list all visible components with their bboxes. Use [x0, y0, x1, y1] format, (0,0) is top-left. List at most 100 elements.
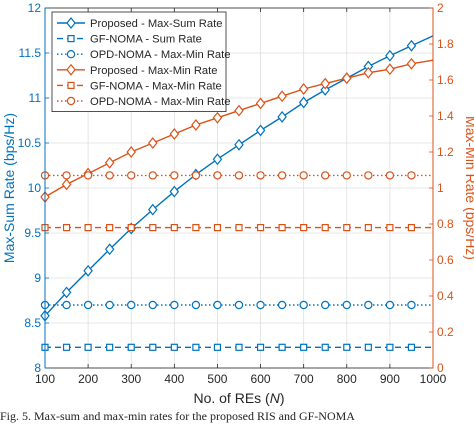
- data-point: [299, 171, 308, 180]
- data-point: [235, 343, 243, 351]
- left-y-axis-label: Max-Sum Rate (bps/Hz): [1, 113, 17, 263]
- data-point: [321, 171, 330, 180]
- data-point: [61, 286, 72, 299]
- x-tick-label: 400: [164, 372, 184, 386]
- data-point: [213, 300, 222, 310]
- data-point: [256, 171, 265, 180]
- data-point: [213, 171, 222, 180]
- data-point: [407, 171, 416, 180]
- data-point: [277, 110, 287, 123]
- data-point: [234, 300, 244, 310]
- x-tick-label: 500: [207, 372, 227, 386]
- data-point: [256, 300, 265, 310]
- left-y-tick-label: 8.5: [24, 316, 41, 330]
- data-point: [342, 300, 351, 310]
- data-point: [385, 300, 395, 310]
- legend-marker: [67, 81, 75, 90]
- series-3: [40, 300, 433, 310]
- left-y-tick-label: 9: [34, 271, 41, 285]
- legend-marker: [66, 96, 76, 106]
- data-point: [62, 300, 71, 310]
- right-y-tick-label: 1.4: [437, 109, 454, 123]
- data-point: [320, 77, 330, 90]
- data-point: [84, 343, 92, 351]
- figure-caption: Fig. 5. Max-sum and max-min rates for th…: [0, 409, 355, 423]
- data-point: [148, 171, 157, 180]
- data-point: [127, 343, 135, 351]
- right-y-tick-label: 0: [437, 361, 444, 375]
- data-point: [321, 343, 329, 351]
- legend-entry-label: GF-NOMA - Max-Min Rate: [90, 80, 222, 92]
- legend-entry-label: GF-NOMA - Sum Rate: [90, 34, 202, 46]
- data-point: [127, 171, 136, 180]
- data-point: [278, 224, 286, 232]
- series-6: [40, 171, 433, 180]
- data-point: [169, 128, 180, 140]
- series-layer: [40, 35, 434, 351]
- right-y-tick-label: 0.6: [437, 253, 454, 267]
- right-y-tick-label: 1.2: [437, 145, 454, 159]
- data-point: [298, 96, 309, 109]
- x-tick-label: 100: [35, 372, 55, 386]
- legend-box: [51, 11, 227, 112]
- data-point: [148, 137, 158, 149]
- right-y-tick-label: 1.6: [437, 73, 454, 87]
- data-point: [320, 83, 330, 96]
- data-point: [104, 156, 115, 169]
- data-point: [386, 224, 394, 232]
- x-tick-label: 600: [251, 372, 271, 386]
- data-point: [83, 264, 93, 277]
- data-point: [299, 300, 308, 310]
- data-point: [192, 343, 200, 351]
- data-point: [342, 72, 352, 85]
- data-point: [234, 138, 244, 151]
- data-point: [364, 300, 373, 310]
- data-point: [127, 300, 136, 310]
- series-4: [40, 57, 434, 203]
- data-point: [83, 300, 93, 310]
- data-point: [385, 49, 395, 62]
- right-y-tick-label: 0.8: [437, 217, 454, 231]
- x-axis-label: No. of REs (N): [193, 390, 284, 406]
- data-point: [127, 224, 135, 232]
- data-point: [212, 153, 223, 166]
- x-tick-label: 1000: [420, 372, 447, 386]
- legend-marker: [67, 34, 75, 43]
- data-point: [61, 178, 72, 191]
- data-point: [255, 124, 266, 137]
- data-point: [234, 104, 244, 117]
- axes: 100 200 300 400 500 600 700 800 900 100088.599.51…: [18, 1, 454, 386]
- right-y-tick-label: 2: [437, 1, 444, 15]
- data-point: [298, 83, 309, 95]
- data-point: [191, 300, 201, 310]
- data-point: [106, 224, 114, 232]
- data-point: [106, 343, 114, 351]
- right-y-axis-label: Max-Min Rate (bps/Hz): [463, 116, 474, 260]
- data-point: [364, 343, 372, 351]
- data-point: [149, 224, 157, 232]
- data-point: [278, 343, 286, 351]
- data-point: [407, 300, 416, 310]
- data-point: [149, 343, 157, 351]
- data-point: [148, 300, 157, 310]
- data-point: [343, 343, 351, 351]
- right-y-tick-label: 1: [437, 181, 444, 195]
- series-2: [41, 343, 433, 351]
- data-point: [148, 203, 158, 216]
- data-point: [213, 224, 222, 232]
- legend-entry-label: OPD-NOMA - Max-Min Rate: [90, 49, 230, 61]
- data-point: [83, 171, 93, 180]
- data-point: [256, 224, 265, 232]
- left-y-tick-label: 11.5: [19, 46, 42, 60]
- data-point: [192, 224, 200, 232]
- data-point: [170, 224, 178, 232]
- x-tick-label: 300: [121, 372, 141, 386]
- data-point: [342, 171, 351, 180]
- data-point: [105, 171, 114, 180]
- data-point: [407, 224, 416, 232]
- data-point: [170, 343, 178, 351]
- data-point: [104, 243, 115, 256]
- right-y-tick-label: 0.2: [437, 325, 454, 339]
- left-y-tick-label: 9.5: [24, 226, 41, 240]
